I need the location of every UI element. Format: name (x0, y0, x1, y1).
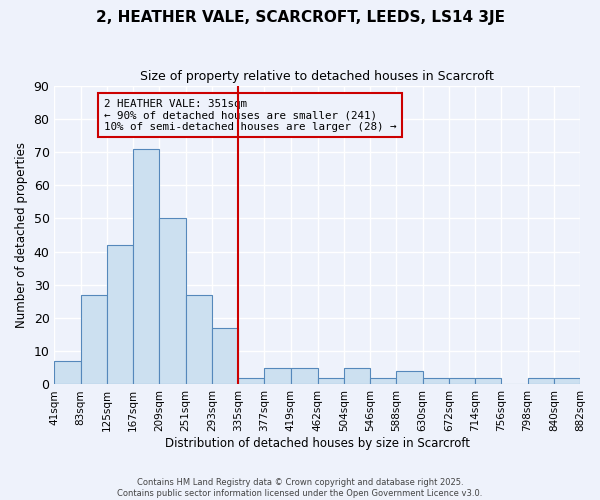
Bar (133, 148, 160, 384)
Title: Size of property relative to detached houses in Scarcroft: Size of property relative to detached ho… (140, 70, 494, 83)
X-axis label: Distribution of detached houses by size in Scarcroft: Distribution of detached houses by size … (165, 437, 470, 450)
Text: 2, HEATHER VALE, SCARCROFT, LEEDS, LS14 3JE: 2, HEATHER VALE, SCARCROFT, LEEDS, LS14 … (95, 10, 505, 25)
Bar (370, 378, 396, 384)
Y-axis label: Number of detached properties: Number of detached properties (15, 142, 28, 328)
Bar (344, 368, 370, 384)
Bar (80, 295, 107, 384)
Bar (396, 371, 422, 384)
Bar (290, 368, 317, 384)
Bar (212, 328, 238, 384)
Bar (265, 368, 290, 384)
Bar (55, 361, 80, 384)
Bar (449, 378, 475, 384)
Bar (238, 378, 265, 384)
Bar (527, 378, 554, 384)
Bar (185, 295, 212, 384)
Bar (554, 378, 580, 384)
Bar (317, 378, 344, 384)
Text: Contains HM Land Registry data © Crown copyright and database right 2025.
Contai: Contains HM Land Registry data © Crown c… (118, 478, 482, 498)
Bar (475, 378, 501, 384)
Text: 2 HEATHER VALE: 351sqm
← 90% of detached houses are smaller (241)
10% of semi-de: 2 HEATHER VALE: 351sqm ← 90% of detached… (104, 99, 396, 132)
Bar (422, 378, 449, 384)
Bar (107, 245, 133, 384)
Bar (160, 218, 185, 384)
